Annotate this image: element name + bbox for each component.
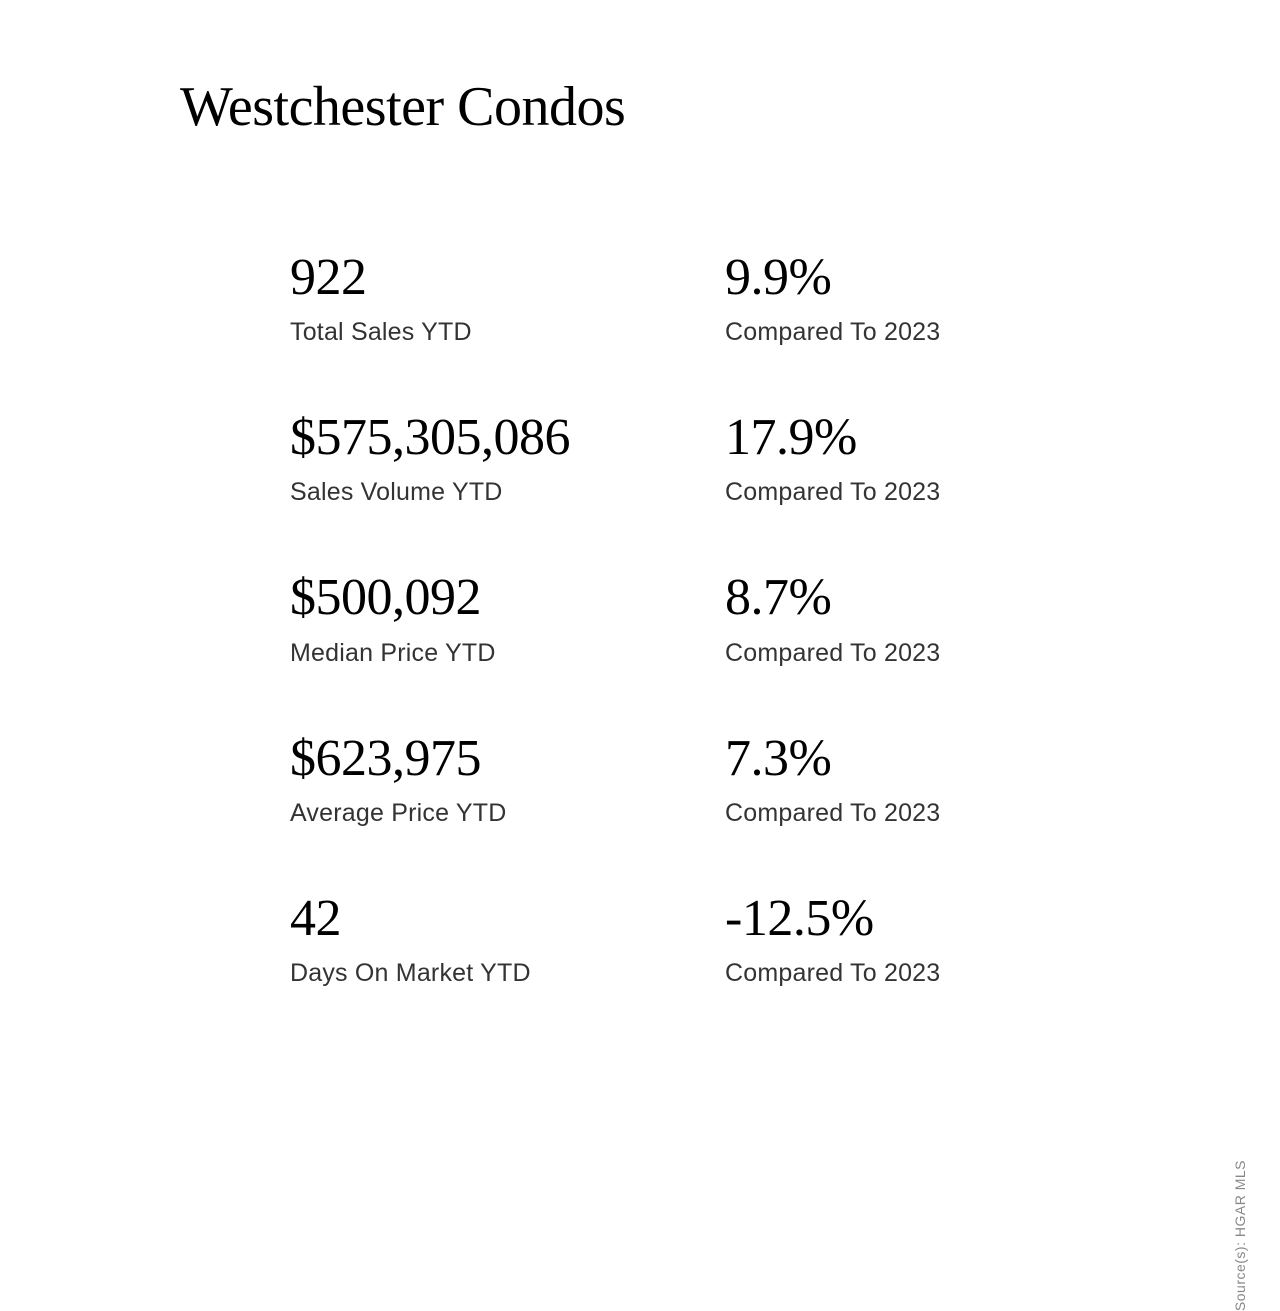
page-title: Westchester Condos — [180, 75, 1100, 139]
stat-value: $500,092 — [290, 569, 665, 626]
stat-label: Compared To 2023 — [725, 478, 1100, 507]
stat-label: Compared To 2023 — [725, 639, 1100, 668]
stat-value: -12.5% — [725, 890, 1100, 947]
stat-days-on-market: 42 Days On Market YTD — [290, 890, 665, 988]
stat-total-sales: 922 Total Sales YTD — [290, 249, 665, 347]
stat-label: Median Price YTD — [290, 639, 665, 668]
stat-median-price-compare: 8.7% Compared To 2023 — [725, 569, 1100, 667]
stat-total-sales-compare: 9.9% Compared To 2023 — [725, 249, 1100, 347]
source-attribution: Source(s): HGAR MLS — [1232, 1160, 1248, 1311]
stat-value: $575,305,086 — [290, 409, 665, 466]
stat-label: Compared To 2023 — [725, 959, 1100, 988]
stat-value: 17.9% — [725, 409, 1100, 466]
stat-label: Average Price YTD — [290, 799, 665, 828]
stat-label: Compared To 2023 — [725, 318, 1100, 347]
stat-value: 7.3% — [725, 730, 1100, 787]
stat-label: Sales Volume YTD — [290, 478, 665, 507]
stats-grid: 922 Total Sales YTD 9.9% Compared To 202… — [180, 249, 1100, 988]
stat-value: 9.9% — [725, 249, 1100, 306]
stat-value: 42 — [290, 890, 665, 947]
stat-average-price: $623,975 Average Price YTD — [290, 730, 665, 828]
stat-sales-volume: $575,305,086 Sales Volume YTD — [290, 409, 665, 507]
stat-days-on-market-compare: -12.5% Compared To 2023 — [725, 890, 1100, 988]
stat-value: 922 — [290, 249, 665, 306]
stat-value: $623,975 — [290, 730, 665, 787]
stat-label: Compared To 2023 — [725, 799, 1100, 828]
stat-median-price: $500,092 Median Price YTD — [290, 569, 665, 667]
stat-value: 8.7% — [725, 569, 1100, 626]
stat-average-price-compare: 7.3% Compared To 2023 — [725, 730, 1100, 828]
stat-label: Total Sales YTD — [290, 318, 665, 347]
stat-label: Days On Market YTD — [290, 959, 665, 988]
stat-sales-volume-compare: 17.9% Compared To 2023 — [725, 409, 1100, 507]
